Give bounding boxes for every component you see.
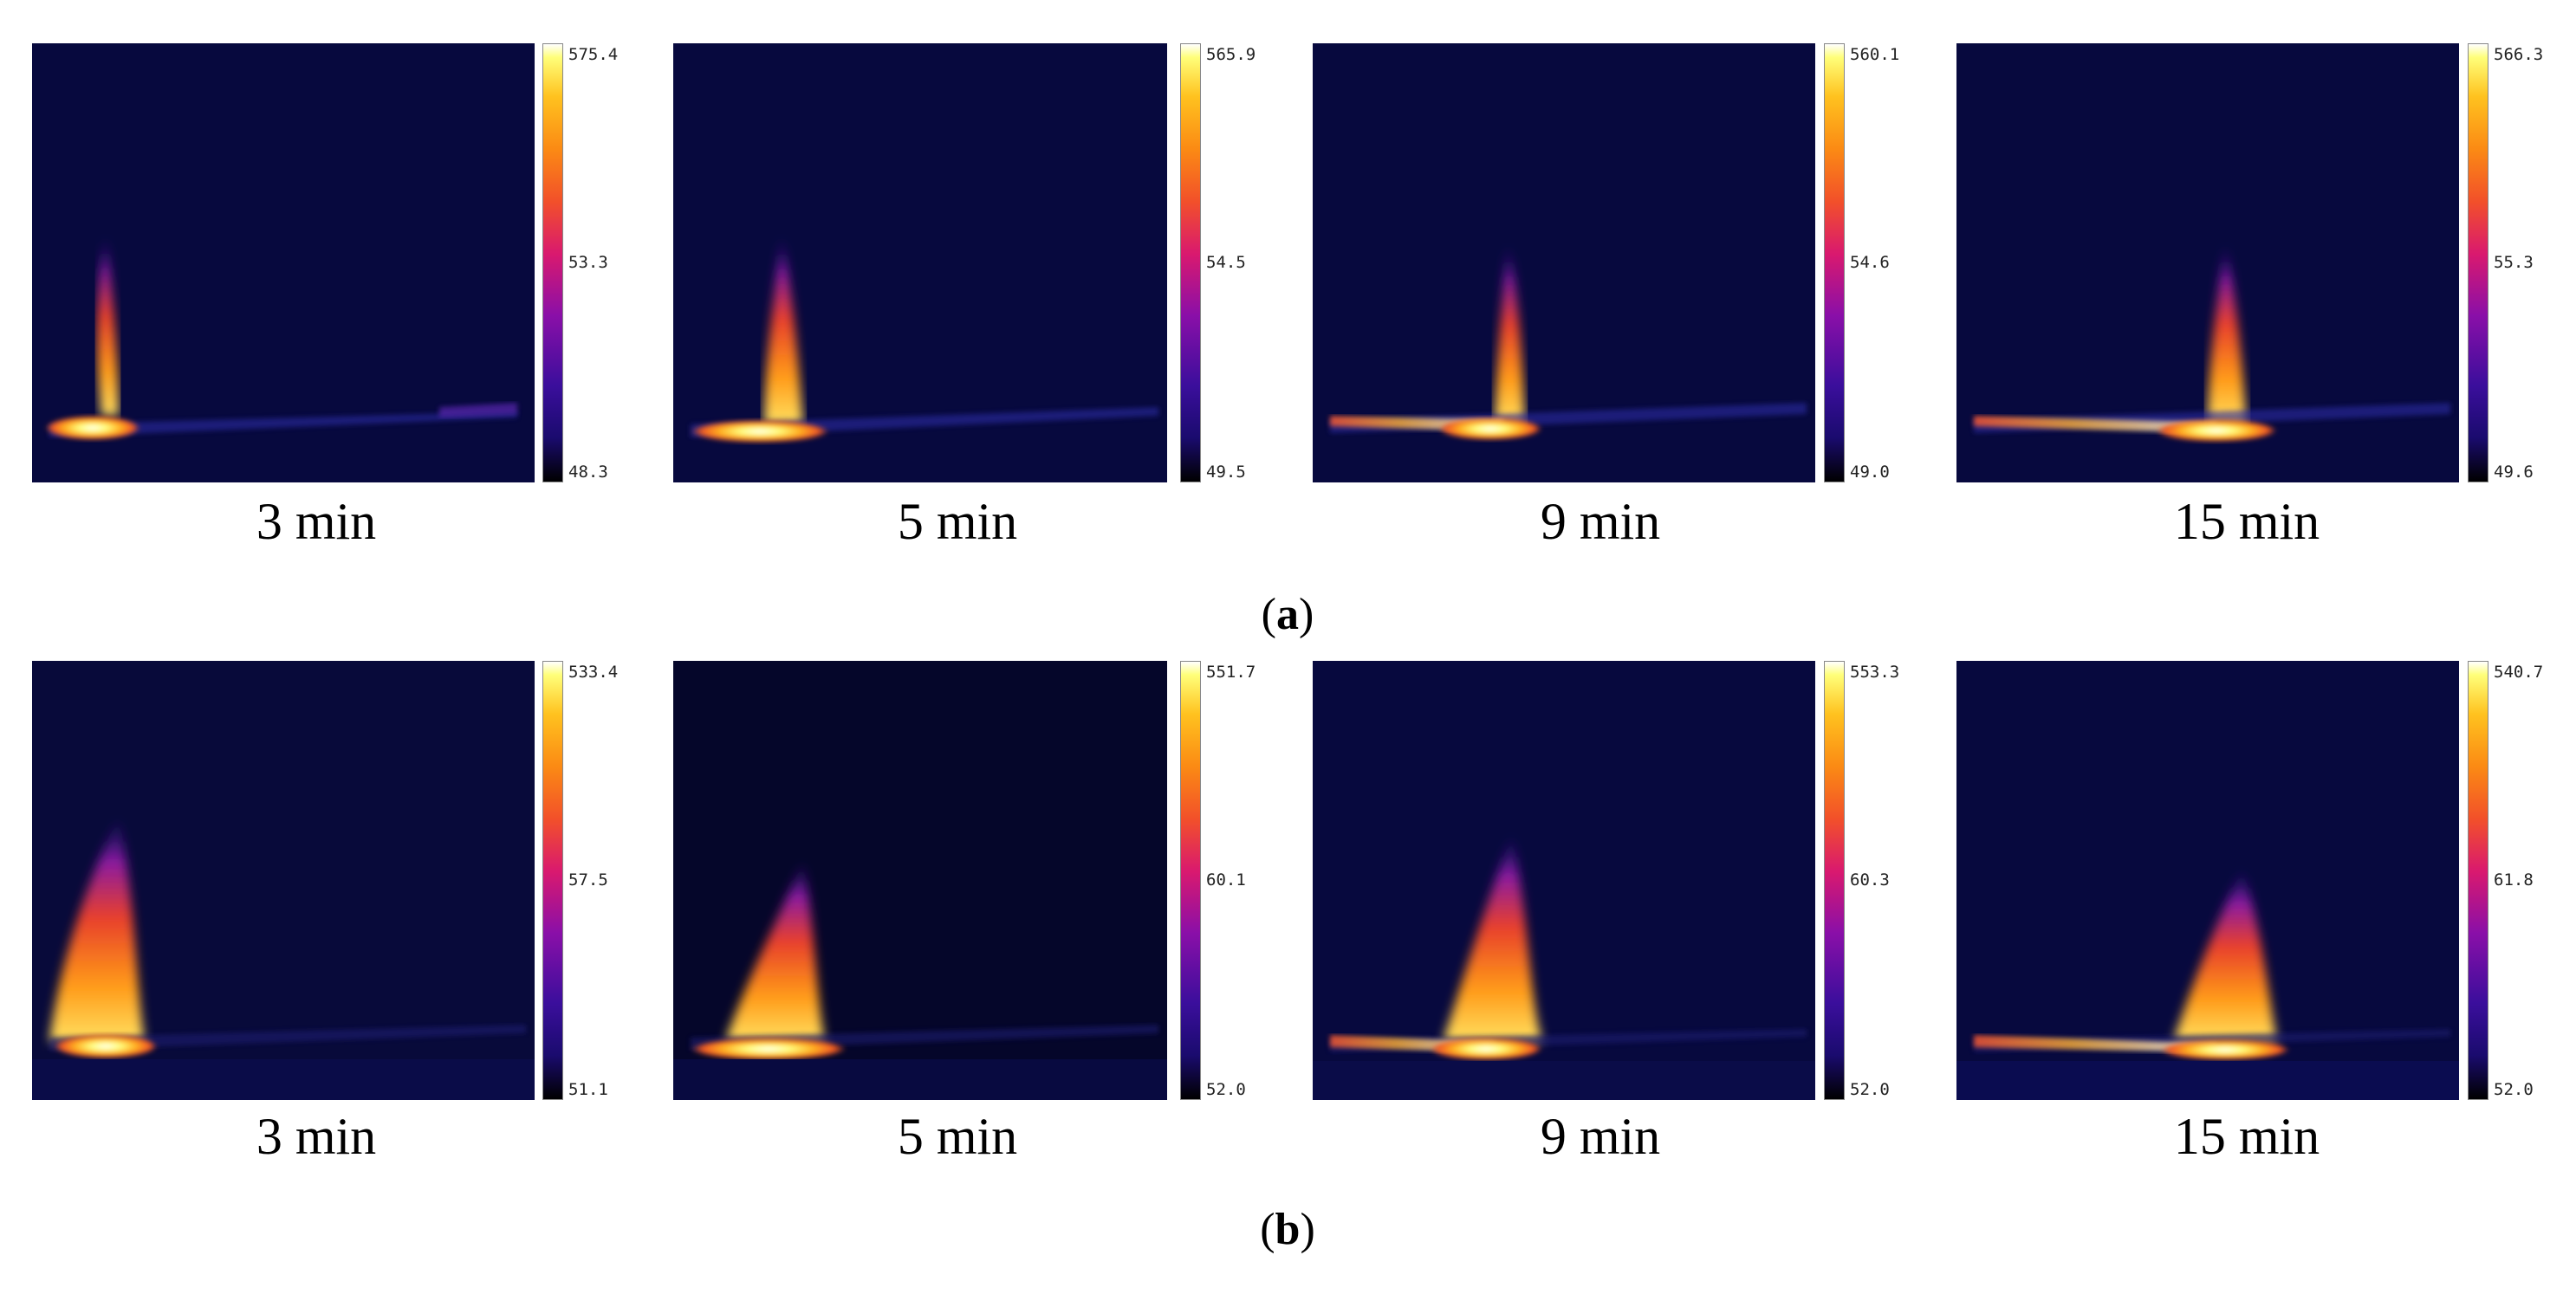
color-scale-bar xyxy=(2468,43,2488,482)
color-scale-bar xyxy=(542,43,563,482)
color-scale-mid: 60.3 xyxy=(1850,870,1890,890)
color-scale-bar xyxy=(2468,661,2488,1100)
color-scale-min: 48.3 xyxy=(568,463,608,482)
time-label: 5 min xyxy=(897,493,1018,550)
color-scale-max: 565.9 xyxy=(1206,45,1256,64)
color-scale-bar xyxy=(1824,661,1845,1100)
color-scale-mid: 57.5 xyxy=(568,870,608,890)
subfigure-label-b: (b) xyxy=(1260,1205,1315,1254)
thermal-image xyxy=(1956,43,2459,482)
color-scale-max: 533.4 xyxy=(568,663,619,682)
thermal-image xyxy=(32,43,535,482)
color-scale-min: 52.0 xyxy=(1850,1080,1890,1099)
color-scale-max: 553.3 xyxy=(1850,663,1900,682)
time-label: 9 min xyxy=(1540,1108,1661,1165)
color-scale-max: 560.1 xyxy=(1850,45,1900,64)
color-scale-mid: 54.6 xyxy=(1850,253,1890,272)
color-scale-mid: 54.5 xyxy=(1206,253,1246,272)
thermal-image xyxy=(673,43,1167,482)
time-label: 3 min xyxy=(256,1108,377,1165)
time-label: 15 min xyxy=(2173,493,2320,550)
color-scale-max: 575.4 xyxy=(568,45,619,64)
thermal-image xyxy=(1313,661,1815,1100)
color-scale-min: 49.5 xyxy=(1206,463,1246,482)
color-scale-mid: 61.8 xyxy=(2494,870,2534,890)
thermal-image xyxy=(1313,43,1815,482)
time-label: 5 min xyxy=(897,1108,1018,1165)
time-label: 15 min xyxy=(2173,1108,2320,1165)
color-scale-bar xyxy=(1180,43,1201,482)
thermal-image xyxy=(673,661,1167,1100)
color-scale-min: 52.0 xyxy=(1206,1080,1246,1099)
color-scale-bar xyxy=(1180,661,1201,1100)
color-scale-max: 566.3 xyxy=(2494,45,2544,64)
color-scale-max: 540.7 xyxy=(2494,663,2544,682)
subfigure-label-a: (a) xyxy=(1261,590,1314,639)
color-scale-mid: 55.3 xyxy=(2494,253,2534,272)
color-scale-max: 551.7 xyxy=(1206,663,1256,682)
thermal-image xyxy=(32,661,535,1100)
thermal-image xyxy=(1956,661,2459,1100)
color-scale-min: 49.0 xyxy=(1850,463,1890,482)
color-scale-bar xyxy=(1824,43,1845,482)
color-scale-bar xyxy=(542,661,563,1100)
color-scale-min: 52.0 xyxy=(2494,1080,2534,1099)
time-label: 9 min xyxy=(1540,493,1661,550)
color-scale-min: 49.6 xyxy=(2494,463,2534,482)
color-scale-mid: 53.3 xyxy=(568,253,608,272)
color-scale-min: 51.1 xyxy=(568,1080,608,1099)
time-label: 3 min xyxy=(256,493,377,550)
color-scale-mid: 60.1 xyxy=(1206,870,1246,890)
